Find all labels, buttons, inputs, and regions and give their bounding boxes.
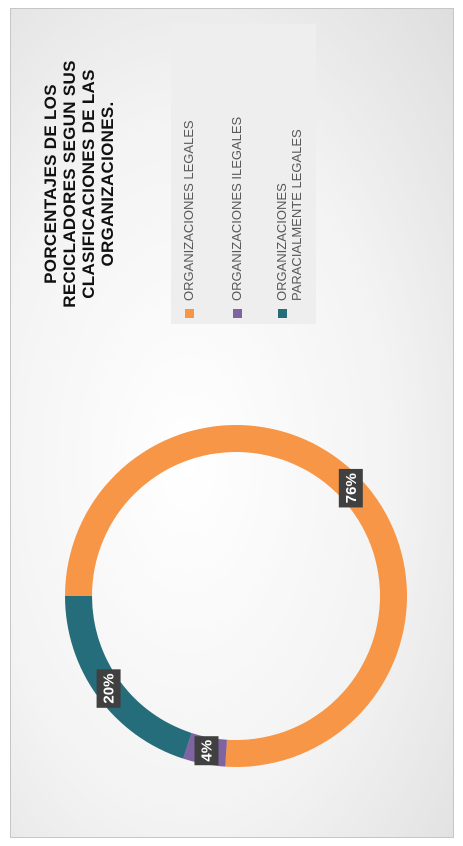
data-label-legales: 76% xyxy=(338,468,363,508)
data-label-text-parcialmente-legales: 20% xyxy=(101,674,118,704)
rotated-chart-area: 76% 4% 20% PORCENTAJES DE LOS RECICLADORES… xyxy=(11,9,453,837)
legend-item-legales: ORGANIZACIONES LEGALES xyxy=(181,41,196,318)
legend-label-parcialmente-legales: ORGANIZACIONES PARACIALMENTE LEGALES xyxy=(274,129,304,301)
legend: ORGANIZACIONES LEGALES ORGANIZACIONES IL… xyxy=(171,24,316,324)
data-label-text-ilegales: 4% xyxy=(198,740,215,762)
data-label-box-legales xyxy=(338,468,363,508)
legend-label-ilegales: ORGANIZACIONES ILEGALES xyxy=(229,116,244,301)
data-label-ilegales: 4% xyxy=(194,736,219,766)
data-label-box-ilegales xyxy=(194,736,219,766)
legend-item-ilegales: ORGANIZACIONES ILEGALES xyxy=(229,41,244,318)
data-label-parcialmente-legales: 20% xyxy=(96,669,121,708)
donut-chart: 76% 4% 20% xyxy=(65,425,407,767)
donut-slice-parcialmente-legales xyxy=(65,596,192,759)
legend-item-parcialmente-legales: ORGANIZACIONES PARACIALMENTE LEGALES xyxy=(274,121,304,318)
legend-swatch-ilegales xyxy=(233,309,242,318)
legend-label-legales: ORGANIZACIONES LEGALES xyxy=(181,120,196,301)
chart-frame: 76% 4% 20% PORCENTAJES DE LOS RECICLADORES… xyxy=(10,8,454,838)
data-label-text-legales: 76% xyxy=(343,473,360,503)
chart-title: PORCENTAJES DE LOS RECICLADORES SEGUN SU… xyxy=(41,60,117,308)
legend-swatch-legales xyxy=(185,309,194,318)
legend-swatch-parcialmente-legales xyxy=(278,309,287,318)
data-label-box-parcialmente-legales xyxy=(96,669,121,708)
